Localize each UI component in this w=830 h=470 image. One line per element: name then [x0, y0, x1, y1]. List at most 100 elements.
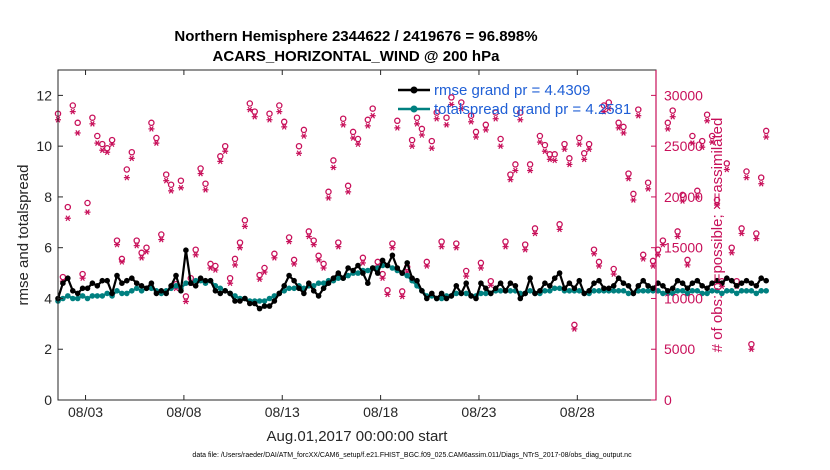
obs-assimilated-marker [399, 293, 406, 300]
obs-assimilated-marker [605, 105, 612, 112]
rmse-marker [625, 283, 632, 289]
obs-possible-marker [723, 160, 731, 167]
asterisk-stroke [567, 161, 572, 168]
asterisk-stroke [606, 105, 612, 112]
totalspread-marker [99, 293, 106, 299]
obs-possible-marker [177, 177, 185, 184]
asterisk-stroke [645, 185, 651, 192]
asterisk-stroke [237, 244, 243, 251]
asterisk-stroke [562, 146, 567, 153]
y-left-tick-label: 10 [36, 138, 52, 154]
rmse-marker [335, 270, 342, 276]
rmse-marker [168, 283, 174, 289]
rmse-marker [360, 270, 366, 276]
obs-possible-marker [458, 99, 465, 106]
totalspread-marker [483, 290, 489, 297]
rmse-marker [576, 277, 583, 284]
obs-assimilated-marker [610, 271, 617, 277]
asterisk-stroke [257, 276, 262, 283]
obs-assimilated-marker [409, 143, 416, 150]
obs-assimilated-marker [369, 112, 376, 119]
rmse-marker [591, 280, 597, 287]
obs-assimilated-marker [527, 167, 534, 174]
obs-assimilated-marker [192, 251, 199, 258]
totalspread-marker [669, 290, 676, 297]
asterisk-stroke [424, 263, 430, 269]
obs-possible-marker [79, 270, 86, 278]
rmse-marker [104, 277, 110, 284]
obs-assimilated-marker [758, 180, 765, 187]
asterisk-stroke [655, 251, 661, 258]
asterisk-stroke [395, 124, 400, 131]
obs-assimilated-marker [271, 254, 278, 261]
totalspread-marker [640, 288, 646, 294]
obs-assimilated-marker [659, 241, 666, 248]
obs-possible-marker [290, 256, 298, 264]
asterisk-stroke [709, 139, 715, 145]
obs-assimilated-marker [222, 148, 229, 155]
asterisk-stroke [80, 275, 85, 282]
rmse-marker [320, 285, 327, 292]
obs-assimilated-marker [728, 249, 735, 256]
obs-possible-marker [413, 114, 421, 121]
asterisk-stroke [660, 241, 666, 248]
obs-assimilated-marker [133, 242, 140, 249]
obs-possible-marker [462, 267, 470, 275]
obs-assimilated-marker [340, 121, 347, 128]
obs-possible-marker [639, 251, 647, 259]
asterisk-stroke [513, 167, 518, 174]
asterisk-stroke [272, 254, 277, 261]
obs-possible-marker [123, 166, 131, 173]
totalspread-marker [748, 288, 755, 294]
rmse-marker [409, 275, 415, 282]
asterisk-stroke [695, 194, 700, 200]
asterisk-stroke [527, 167, 533, 174]
obs-possible-marker [256, 271, 263, 279]
obs-possible-marker [674, 228, 681, 235]
obs-assimilated-marker [487, 282, 494, 289]
rmse-marker [207, 277, 214, 284]
rmse-marker [251, 300, 258, 307]
totalspread-marker [114, 288, 120, 294]
obs-possible-marker [330, 157, 337, 164]
obs-assimilated-marker [640, 255, 647, 262]
rmse-marker [473, 295, 479, 302]
rmse-marker [669, 285, 676, 292]
obs-assimilated-marker [276, 108, 283, 115]
obs-assimilated-marker [551, 157, 558, 164]
rmse-marker [542, 280, 548, 287]
asterisk-stroke [267, 116, 272, 123]
obs-assimilated-marker [261, 269, 268, 275]
obs-possible-marker [748, 340, 755, 348]
rmse-marker [719, 280, 725, 287]
totalspread-marker [124, 290, 130, 297]
obs-possible-marker [280, 118, 288, 126]
asterisk-stroke [439, 243, 444, 250]
obs-possible-marker [472, 128, 480, 136]
totalspread-marker [320, 280, 327, 287]
asterisk-stroke [222, 148, 228, 155]
chart-title-line2: ACARS_HORIZONTAL_WIND @ 200 hPa [213, 48, 501, 65]
totalspread-marker [679, 288, 686, 294]
rmse-marker [212, 288, 219, 294]
y-axis-left-label: rmse and totalspread [15, 165, 32, 306]
asterisk-stroke [739, 230, 744, 237]
asterisk-stroke [449, 101, 454, 108]
asterisk-stroke [724, 166, 730, 173]
rmse-marker [266, 303, 273, 309]
asterisk-stroke [699, 144, 705, 151]
rmse-marker [443, 295, 450, 302]
obs-assimilated-marker [227, 280, 234, 287]
obs-possible-marker [398, 288, 406, 295]
asterisk-stroke [262, 269, 267, 275]
asterisk-stroke [114, 241, 120, 248]
obs-assimilated-marker [571, 326, 578, 332]
obs-possible-marker [453, 240, 460, 247]
obs-assimilated-marker [743, 174, 750, 181]
rmse-marker [271, 298, 278, 304]
obs-assimilated-marker [532, 230, 539, 237]
obs-assimilated-marker [138, 254, 145, 261]
obs-possible-marker [576, 134, 583, 142]
asterisk-stroke [75, 130, 80, 136]
totalspread-marker [463, 290, 470, 297]
